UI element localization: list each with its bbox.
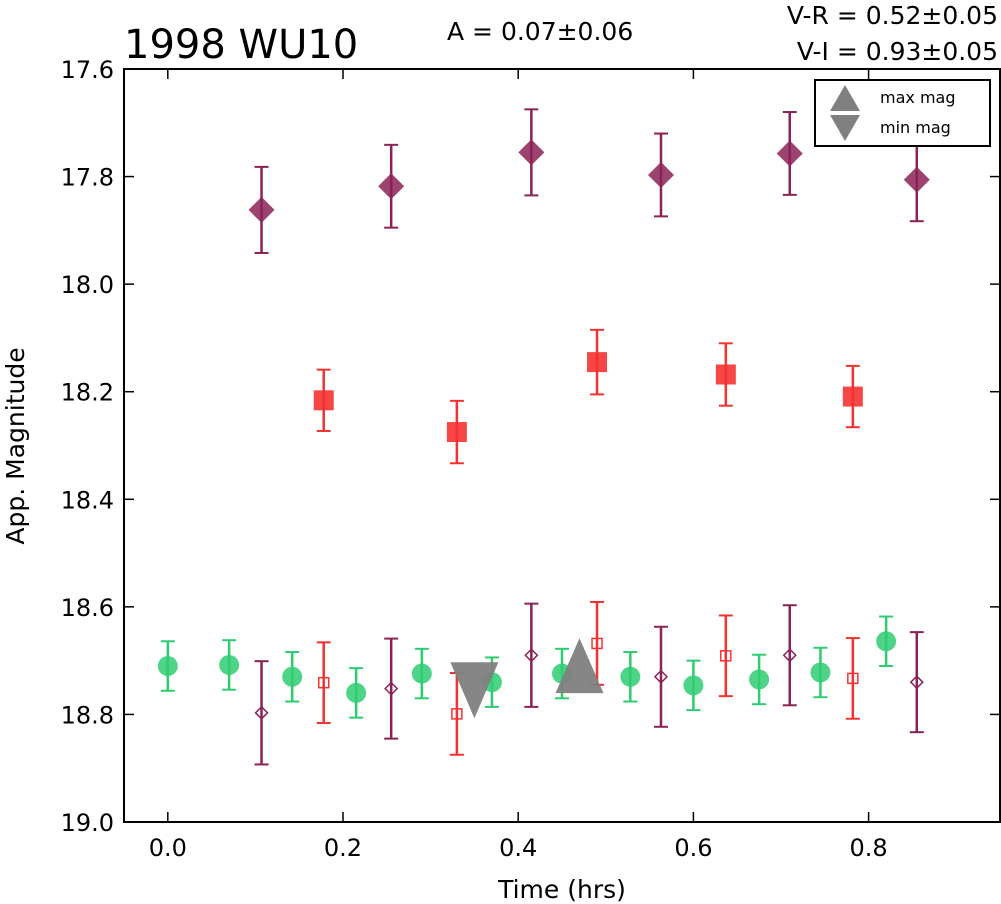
data-point-diamond-open (254, 705, 269, 720)
data-point-square-open (720, 650, 732, 662)
max-mag-triangle-up-icon (555, 638, 604, 694)
y-axis-label: App. Magnitude (1, 347, 30, 544)
y-tick-label: 18.2 (61, 379, 114, 407)
data-point-circle (749, 669, 770, 690)
data-point-diamond-open (384, 681, 399, 696)
data-point-circle (219, 654, 240, 675)
data-point-circle (810, 662, 831, 683)
y-tick-label: 18.8 (61, 701, 114, 729)
data-point-square (587, 352, 608, 373)
data-point-circle (876, 631, 897, 652)
amplitude-annotation: A = 0.07±0.06 (447, 17, 633, 46)
data-point-square (313, 390, 334, 411)
data-point-square-open (317, 676, 330, 689)
data-point-diamond (378, 173, 405, 200)
data-point-circle (346, 682, 367, 703)
data-point-circle (282, 666, 303, 687)
data-point-diamond-open (909, 675, 924, 690)
x-tick-label: 0.8 (850, 834, 888, 862)
legend-min-mag-label: min mag (880, 118, 951, 137)
data-point-square (715, 364, 736, 385)
data-point-diamond-open (524, 648, 539, 663)
data-point-circle (157, 656, 178, 677)
plot-frame (123, 68, 1001, 823)
y-tick-label: 18.6 (61, 594, 114, 622)
data-point-circle (620, 666, 641, 687)
data-point-square (446, 422, 467, 443)
y-tick-label: 19.0 (61, 809, 114, 837)
x-axis-label: Time (hrs) (497, 875, 626, 904)
x-tick-label: 0.6 (674, 834, 712, 862)
y-tick-label: 17.6 (61, 56, 114, 84)
data-point-square (842, 386, 863, 407)
y-tick-label: 17.8 (61, 164, 114, 192)
data-point-square-open (451, 708, 463, 720)
data-point-diamond (518, 139, 545, 166)
legend-min-mag-triangle-down-icon (830, 115, 860, 141)
x-tick-label: 0.2 (324, 834, 362, 862)
v-i-annotation: V-I = 0.93±0.05 (797, 37, 998, 66)
data-point-diamond-open (653, 669, 669, 684)
data-point-diamond-open (782, 648, 797, 663)
v-r-annotation: V-R = 0.52±0.05 (787, 1, 998, 30)
plot-area (157, 108, 930, 766)
chart-title: 1998 WU10 (124, 22, 358, 68)
legend-max-mag-label: max mag (880, 88, 956, 107)
data-point-circle (411, 663, 432, 684)
data-point-square-open (847, 672, 859, 685)
data-point-circle (683, 675, 704, 696)
data-point-diamond (776, 140, 803, 167)
y-tick-label: 18.4 (61, 486, 114, 514)
data-point-diamond (248, 196, 275, 223)
axis-ticks: 0.0 0.2 0.4 0.6 0.8 17.6 17.8 18.0 18.2 18.4 18.6 1… (61, 56, 1000, 862)
legend-max-mag-triangle-up-icon (830, 85, 860, 111)
x-tick-label: 0.4 (499, 834, 537, 862)
data-point-diamond (903, 166, 930, 193)
legend: max mag min mag (814, 79, 991, 147)
x-tick-label: 0.0 (149, 834, 187, 862)
data-point-square-open (591, 637, 603, 650)
min-mag-triangle-down-icon (450, 662, 499, 719)
data-point-diamond (647, 161, 674, 188)
y-tick-label: 18.0 (61, 271, 114, 299)
